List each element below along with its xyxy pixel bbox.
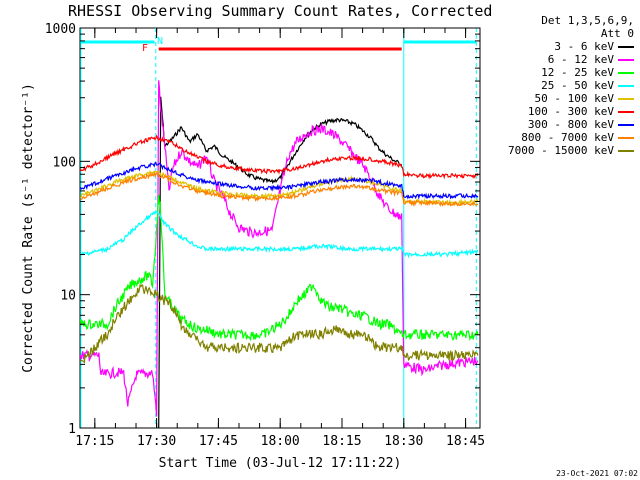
x-tick-label: 17:15	[75, 434, 114, 449]
y-tick-label: 1	[68, 422, 76, 437]
legend-entry: 7000 - 15000 keV	[488, 144, 640, 157]
legend-entry: 3 - 6 keV	[488, 40, 640, 53]
legend-entry-label: 6 - 12 keV	[547, 53, 614, 66]
legend-swatch	[618, 46, 634, 48]
x-tick-label: 17:30	[137, 434, 176, 449]
legend-swatch	[618, 124, 634, 126]
series-line-1	[79, 80, 479, 417]
legend-swatch	[618, 98, 634, 100]
legend-entry: 50 - 100 keV	[488, 92, 640, 105]
legend-entry-label: 50 - 100 keV	[534, 92, 614, 105]
series-line-3	[79, 210, 479, 259]
generation-timestamp: 23-Oct-2021 07:02	[556, 469, 638, 478]
series-line-6	[79, 161, 479, 200]
legend-entry: 300 - 800 keV	[488, 118, 640, 131]
series-line-8	[80, 283, 479, 364]
night-flag-label: N	[157, 36, 163, 47]
legend: Det 1,3,5,6,9, Att 0 3 - 6 keV 6 - 12 keV…	[488, 14, 640, 157]
legend-header-attenuator: Att 0	[600, 27, 634, 40]
y-tick-label: 1000	[45, 22, 76, 37]
y-tick-label: 100	[53, 155, 76, 170]
legend-entry-label: 800 - 7000 keV	[521, 131, 614, 144]
series-line-5	[79, 134, 479, 180]
legend-entry-label: 300 - 800 keV	[527, 118, 614, 131]
legend-header-detectors: Det 1,3,5,6,9,	[541, 14, 634, 27]
legend-swatch	[618, 137, 634, 139]
legend-swatch	[618, 85, 634, 87]
y-axis-label: Corrected Count Rate (s⁻¹ detector⁻¹)	[21, 83, 36, 373]
x-axis-label: Start Time (03-Jul-12 17:11:22)	[159, 456, 402, 471]
chart-title: RHESSI Observing Summary Count Rates, Co…	[68, 2, 493, 20]
flare-flag-label: F	[142, 43, 148, 54]
vertical-markers	[80, 28, 477, 428]
series-line-2	[79, 195, 479, 342]
flag-bars	[80, 40, 476, 51]
legend-entry-label: 100 - 300 keV	[527, 105, 614, 118]
legend-entry: 25 - 50 keV	[488, 79, 640, 92]
legend-entry: 800 - 7000 keV	[488, 131, 640, 144]
legend-entry-label: 25 - 50 keV	[541, 79, 614, 92]
y-tick-label: 10	[60, 289, 76, 304]
legend-entry-label: 3 - 6 keV	[554, 40, 614, 53]
legend-swatch	[618, 59, 634, 61]
legend-swatch	[618, 72, 634, 74]
legend-entry-label: 7000 - 15000 keV	[508, 144, 614, 157]
legend-entry-label: 12 - 25 keV	[541, 66, 614, 79]
x-tick-label: 17:45	[199, 434, 238, 449]
x-tick-label: 18:15	[322, 434, 361, 449]
legend-entry: 100 - 300 keV	[488, 105, 640, 118]
legend-rows: 3 - 6 keV 6 - 12 keV 12 - 25 keV 25 - 50 ke…	[488, 40, 640, 157]
x-tick-label: 18:30	[384, 434, 423, 449]
x-tick-label: 18:00	[261, 434, 300, 449]
legend-entry: 6 - 12 keV	[488, 53, 640, 66]
axis-ticks: 1 10 100 1000 17:15 17:30 17:45 18:00 18:15 18:30…	[45, 22, 485, 449]
series-line-7	[80, 170, 479, 208]
series-line-0	[158, 96, 403, 429]
series-lines	[79, 80, 479, 429]
x-tick-label: 18:45	[446, 434, 485, 449]
legend-entry: 12 - 25 keV	[488, 66, 640, 79]
legend-swatch	[618, 111, 634, 113]
legend-swatch	[618, 150, 634, 152]
